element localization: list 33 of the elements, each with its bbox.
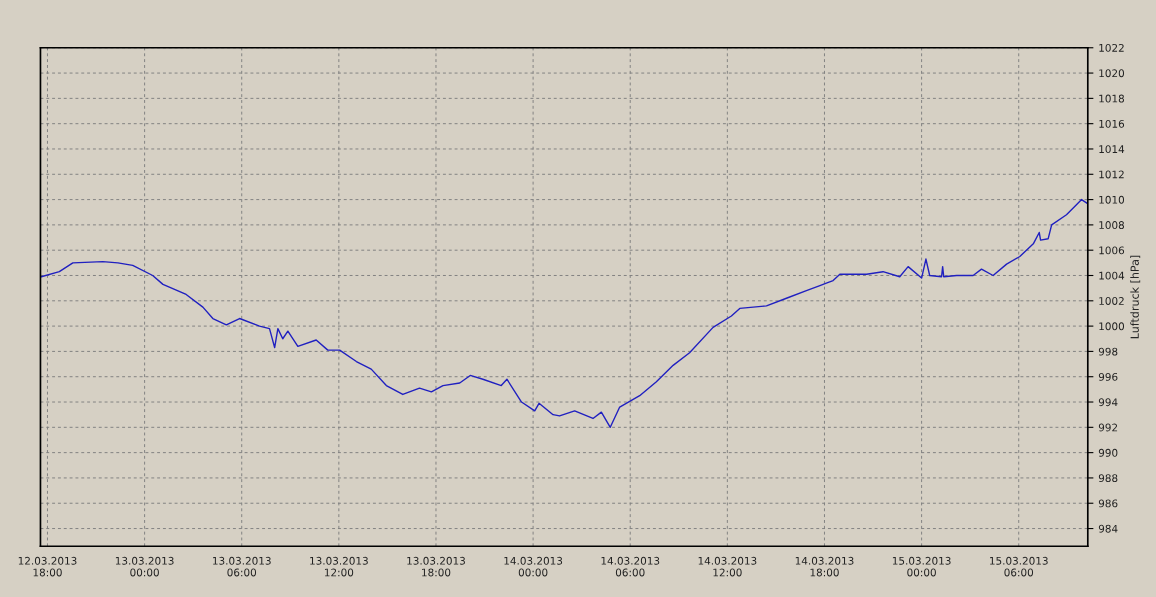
y-tick-label: 1000 [1099,322,1125,331]
y-axis-title: Luftdruck [hPa] [1130,255,1141,339]
y-tick-label: 992 [1098,423,1118,432]
x-tick-label: 13.03.2013 18:00 [407,556,465,577]
y-tick-label: 994 [1098,398,1118,407]
y-tick-label: 1012 [1099,170,1124,179]
y-tick-label: 1004 [1099,271,1125,280]
y-tick-label: 1018 [1099,94,1125,103]
y-tick-label: 1002 [1099,297,1124,305]
x-tick-label: 15.03.2013 06:00 [990,556,1048,577]
y-tick-label: 1022 [1099,43,1124,52]
x-tick-label: 15.03.2013 00:00 [892,556,951,577]
x-tick-label: 12.03.2013 18:00 [18,556,77,577]
line-series [40,198,1088,429]
y-tick-label: 984 [1098,524,1118,533]
y-tick-label: 1020 [1099,69,1125,78]
y-tick-label: 986 [1098,499,1118,508]
y-tick-label: 1010 [1099,195,1125,204]
y-tick-label: 1014 [1099,145,1125,154]
x-tick-label: 13.03.2013 00:00 [115,556,174,577]
x-tick-label: 14.03.2013 12:00 [698,556,757,577]
y-tick-label: 1016 [1099,119,1125,128]
y-tick-label: 1008 [1099,221,1125,229]
y-tick-label: 996 [1098,372,1118,381]
y-tick-label: 990 [1098,448,1118,457]
x-tick-label: 14.03.2013 18:00 [795,556,854,577]
x-tick-label: 13.03.2013 12:00 [310,556,368,577]
y-tick-label: 1006 [1099,246,1125,255]
x-tick-label: 14.03.2013 00:00 [504,556,563,577]
y-tick-label: 998 [1098,347,1118,356]
x-tick-label: 13.03.2013 06:00 [213,556,271,577]
x-tick-label: 14.03.2013 06:00 [601,556,660,577]
y-tick-label: 988 [1098,474,1118,483]
